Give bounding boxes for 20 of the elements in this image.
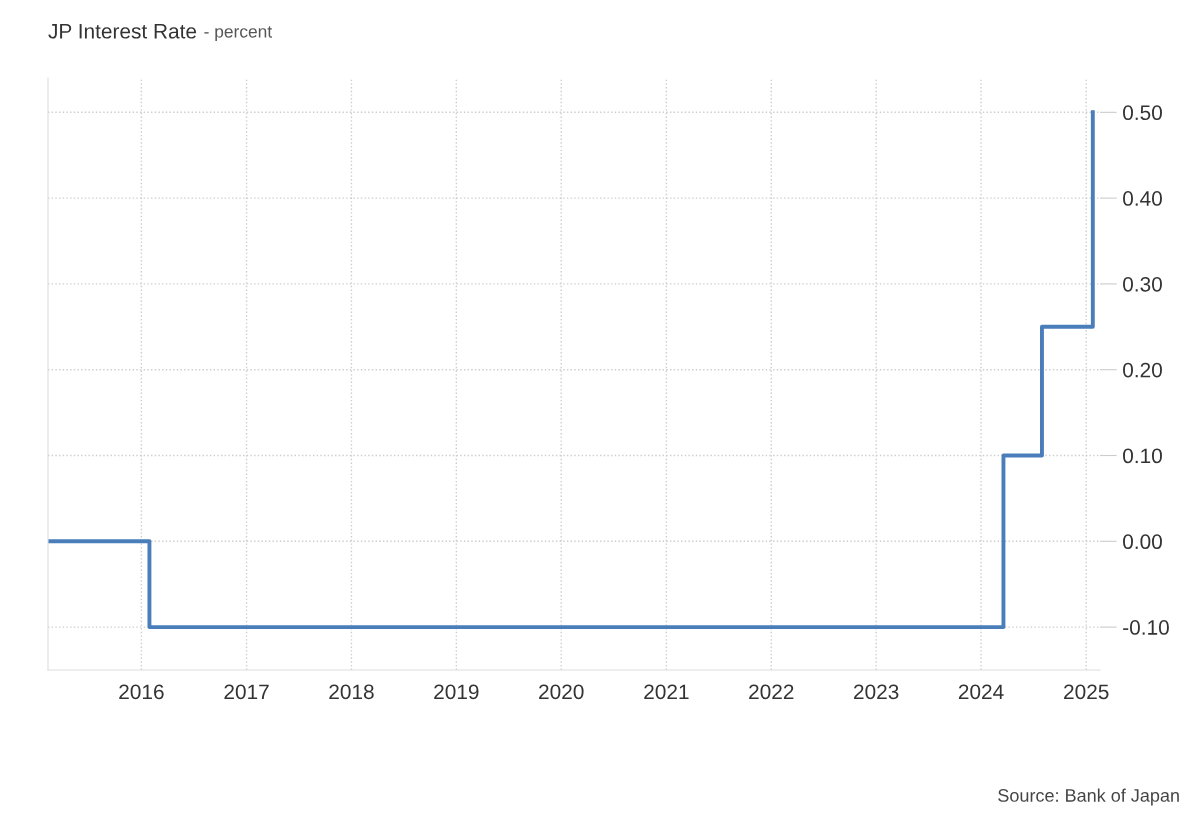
x-tick-label: 2024	[958, 684, 1004, 700]
x-tick-label: 2021	[644, 684, 689, 700]
x-tick-label: 2022	[749, 684, 794, 700]
x-tick-label: 2019	[434, 684, 479, 700]
y-tick-label: 0.40	[1123, 191, 1162, 206]
x-tick-label: 2020	[539, 684, 584, 700]
y-tick-label: 0.20	[1123, 362, 1162, 378]
x-tick-label: 2018	[329, 684, 374, 700]
x-tick-label: 2016	[119, 684, 164, 700]
y-tick-label: 0.50	[1123, 105, 1162, 121]
y-tick-label: 0.10	[1123, 448, 1162, 464]
y-tick-label: 0.30	[1123, 276, 1162, 292]
y-tick-label: -0.10	[1123, 620, 1169, 635]
x-tick-label: 2023	[854, 684, 899, 700]
x-tick-label: 2025	[1064, 684, 1109, 700]
y-tick-label: 0.00	[1123, 534, 1162, 550]
chart-subtitle: - percent	[204, 26, 273, 42]
source-note: Source: Bank of Japan	[998, 788, 1179, 806]
chart-title: JP Interest Rate	[48, 24, 197, 39]
x-tick-label: 2017	[224, 684, 269, 700]
